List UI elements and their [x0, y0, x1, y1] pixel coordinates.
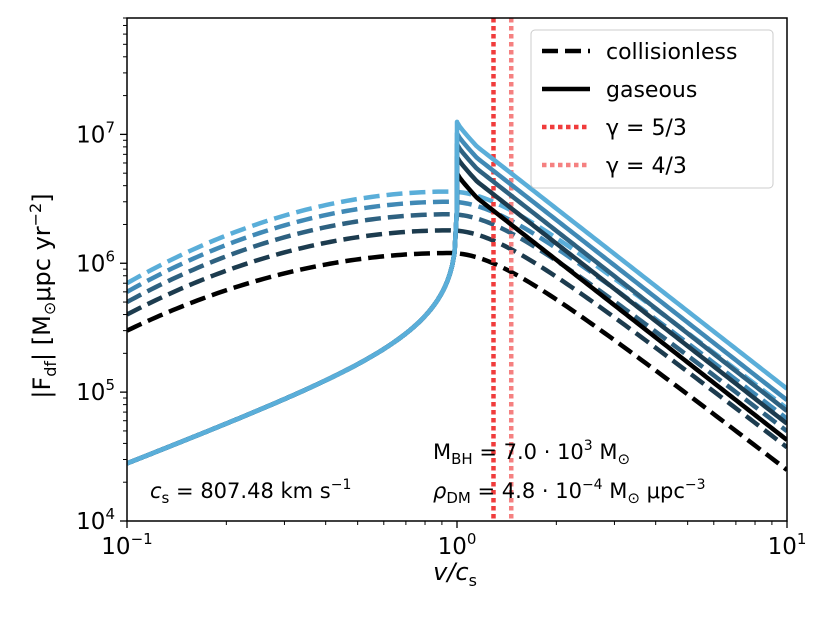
x-axis-label: v/cs — [433, 558, 477, 590]
y-tick-label: 107 — [76, 118, 115, 148]
legend-label: γ = 5/3 — [606, 116, 687, 141]
legend-label: γ = 4/3 — [606, 154, 687, 179]
annotation-black-hole-mass: MBH = 7.0 · 103 M⊙ — [433, 438, 630, 468]
x-tick-label: 10−1 — [101, 530, 152, 560]
x-tick-label: 100 — [438, 530, 477, 560]
x-tick-label: 101 — [768, 530, 807, 560]
legend-label: collisionless — [606, 40, 737, 65]
y-axis-label: |Fdf| [M⊙μpc yr−2] — [26, 193, 60, 398]
gaseous-line-5 — [127, 119, 787, 466]
collisionless-line-1 — [127, 250, 787, 472]
annotation-sound-speed: cs = 807.48 km s−1 — [150, 477, 351, 507]
y-tick-label: 104 — [76, 505, 115, 535]
legend-box — [530, 29, 774, 189]
collisionless-line-2 — [127, 228, 787, 450]
y-tick-label: 105 — [76, 376, 115, 406]
y-tick-label: 106 — [76, 247, 115, 277]
plot-lines — [127, 18, 787, 521]
annotation-dm-density: ρDM = 4.8 · 10−4 M⊙ μpc−3 — [433, 477, 706, 507]
axis-ticks: 10−1 100 101 104 105 106 107 — [76, 17, 807, 560]
legend: collisionless gaseous γ = 5/3 γ = 4/3 — [530, 29, 774, 189]
legend-label: gaseous — [606, 78, 697, 103]
